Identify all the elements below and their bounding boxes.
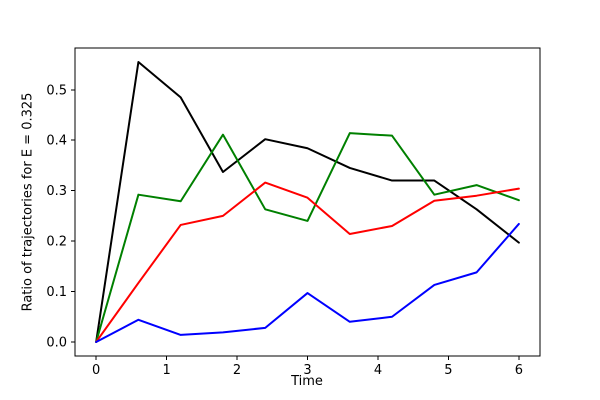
x-tick-label: 4 xyxy=(374,363,382,378)
y-tick-label: 0.1 xyxy=(46,285,67,300)
series-black-line xyxy=(95,61,520,343)
x-tick-label: 1 xyxy=(162,363,170,378)
series-blue-line xyxy=(95,222,520,343)
series-red-line xyxy=(95,181,520,343)
y-tick-label: 0.2 xyxy=(46,235,67,250)
x-axis-label: Time xyxy=(291,374,323,389)
x-tick-label: 5 xyxy=(444,363,452,378)
y-axis-label: Ratio of trajectories for E = 0.325 xyxy=(20,92,36,312)
x-tick-label: 6 xyxy=(515,363,523,378)
y-tick-label: 0.4 xyxy=(46,134,67,149)
y-tick-label: 0.3 xyxy=(46,184,67,199)
plot-area xyxy=(74,47,541,357)
y-tick-label: 0.0 xyxy=(46,335,67,350)
x-tick-label: 2 xyxy=(233,363,241,378)
x-tick-label: 3 xyxy=(303,363,311,378)
y-tick-label: 0.5 xyxy=(46,83,67,98)
series-green-line xyxy=(95,132,520,343)
x-tick-label: 0 xyxy=(92,363,100,378)
